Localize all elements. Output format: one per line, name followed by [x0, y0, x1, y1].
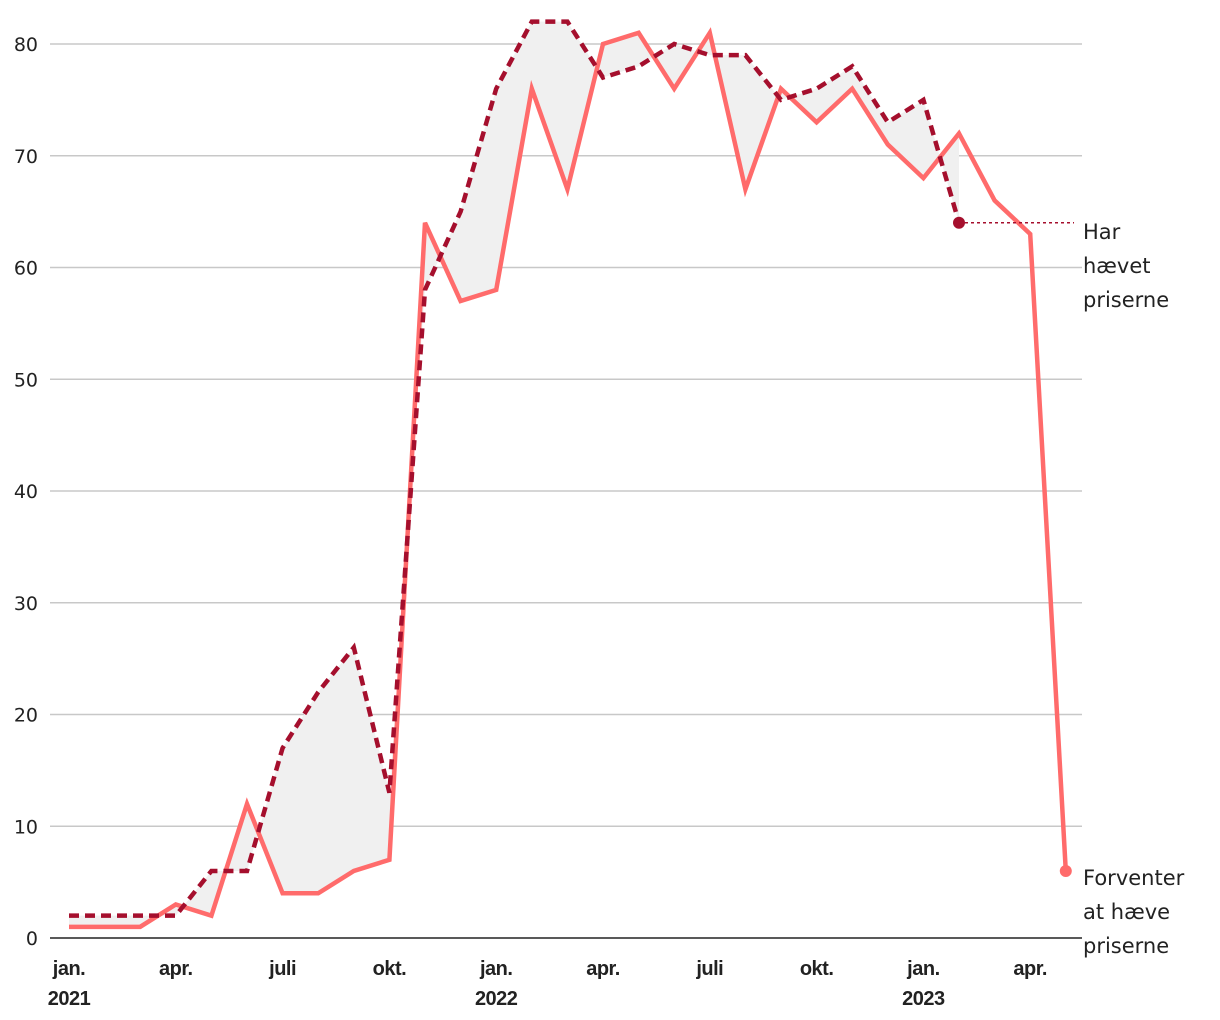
- data-point-expected: [564, 186, 570, 192]
- data-point-raised: [849, 63, 855, 69]
- data-point-raised: [458, 209, 464, 215]
- xtick-label: okt.: [800, 958, 834, 980]
- data-point-expected: [208, 913, 214, 919]
- data-point-raised: [208, 868, 214, 874]
- series-label-raised-line: priserne: [1083, 288, 1169, 312]
- data-point-expected: [885, 142, 891, 148]
- series-label-expected-line: priserne: [1083, 934, 1169, 958]
- data-point-expected: [529, 86, 535, 92]
- ytick-label-0: 0: [26, 928, 38, 950]
- data-point-raised: [102, 913, 108, 919]
- data-point-expected: [849, 86, 855, 92]
- data-point-raised: [493, 86, 499, 92]
- series-label-expected: Forventer at hæve priserne: [1083, 866, 1185, 958]
- data-point-raised: [742, 52, 748, 58]
- data-point-expected: [422, 220, 428, 226]
- data-point-expected: [600, 41, 606, 47]
- ytick-label-80: 80: [14, 34, 38, 56]
- series-label-raised: Har hævet priserne: [1083, 220, 1169, 312]
- data-point-raised: [920, 97, 926, 103]
- data-point-raised: [386, 790, 392, 796]
- series-gap-shading: [69, 21, 959, 927]
- data-point-expected: [351, 868, 357, 874]
- data-point-expected: [707, 30, 713, 36]
- data-point-raised: [671, 41, 677, 47]
- data-point-raised: [422, 287, 428, 293]
- data-point-raised: [315, 689, 321, 695]
- data-point-raised: [173, 913, 179, 919]
- data-point-expected: [173, 901, 179, 907]
- data-point-expected: [1027, 231, 1033, 237]
- xtick-year-label: 2023: [902, 988, 945, 1010]
- data-point-raised: [351, 644, 357, 650]
- data-point-expected: [280, 890, 286, 896]
- data-point-raised: [244, 868, 250, 874]
- ytick-label-70: 70: [14, 146, 38, 168]
- data-point-raised: [778, 97, 784, 103]
- data-point-expected: [493, 287, 499, 293]
- data-point-raised: [564, 19, 570, 25]
- data-point-expected: [671, 86, 677, 92]
- data-point-raised: [280, 745, 286, 751]
- data-point-expected: [956, 130, 962, 136]
- xtick-label: juli: [695, 958, 723, 980]
- ytick-label-40: 40: [14, 481, 38, 503]
- series-label-raised-line: Har: [1083, 220, 1121, 244]
- xtick-label: apr.: [1013, 958, 1047, 980]
- data-point-raised: [66, 913, 72, 919]
- data-point-expected: [386, 857, 392, 863]
- data-point-expected: [742, 186, 748, 192]
- data-point-raised: [885, 119, 891, 125]
- ytick-label-10: 10: [14, 816, 38, 838]
- data-point-expected: [992, 197, 998, 203]
- series-label-expected-line: at hæve: [1083, 900, 1170, 924]
- data-point-raised: [137, 913, 143, 919]
- end-marker-raised: [953, 216, 965, 229]
- series-label-expected-line: Forventer: [1083, 866, 1185, 890]
- data-point-raised: [636, 63, 642, 69]
- data-point-expected: [814, 119, 820, 125]
- series-label-raised-line: hævet: [1083, 254, 1151, 278]
- ytick-label-50: 50: [14, 369, 38, 391]
- data-point-raised: [529, 19, 535, 25]
- ytick-label-30: 30: [14, 593, 38, 615]
- data-point-expected: [66, 924, 72, 930]
- data-point-expected: [458, 298, 464, 304]
- xtick-label: apr.: [586, 958, 620, 980]
- series-line-expected: [69, 27, 1069, 930]
- series-line-raised: [69, 19, 962, 918]
- data-point-expected: [315, 890, 321, 896]
- data-point-raised: [814, 86, 820, 92]
- xtick-year-label: 2021: [48, 988, 91, 1010]
- end-marker-expected: [1059, 864, 1072, 877]
- data-point-expected: [244, 801, 250, 807]
- xtick-label: apr.: [159, 958, 193, 980]
- xtick-label: jan.: [479, 958, 512, 980]
- data-point-expected: [137, 924, 143, 930]
- xtick-label: okt.: [373, 958, 407, 980]
- data-point-expected: [920, 175, 926, 181]
- ytick-label-20: 20: [14, 705, 38, 727]
- xtick-label: jan.: [906, 958, 939, 980]
- ytick-label-60: 60: [14, 258, 38, 280]
- data-point-expected: [778, 86, 784, 92]
- data-point-expected: [102, 924, 108, 930]
- xtick-label: juli: [268, 958, 296, 980]
- data-point-expected: [636, 30, 642, 36]
- xtick-label: jan.: [52, 958, 85, 980]
- data-point-raised: [600, 75, 606, 81]
- xtick-year-label: 2022: [475, 988, 518, 1010]
- data-point-raised: [707, 52, 713, 58]
